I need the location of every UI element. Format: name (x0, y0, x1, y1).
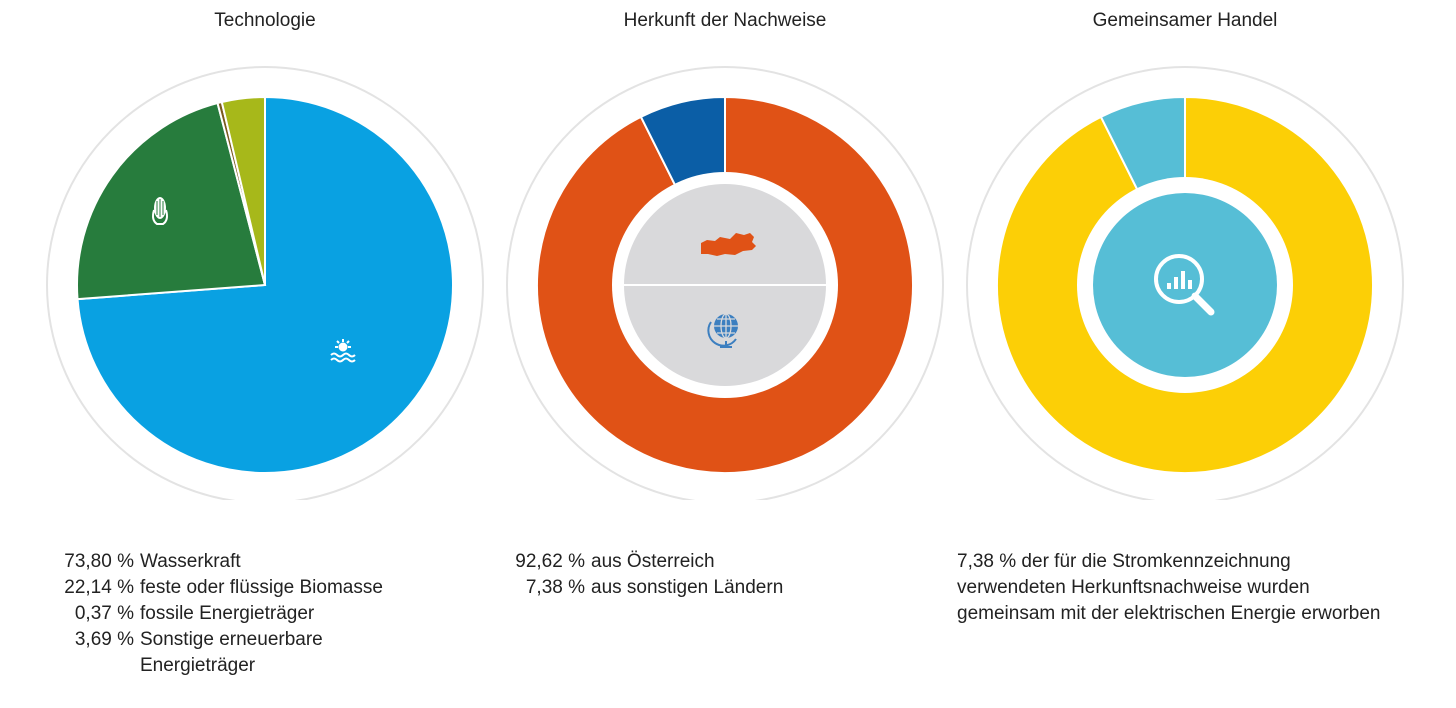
legend-label: feste oder flüssige Biomasse (140, 577, 383, 598)
technology-title: Technologie (214, 10, 316, 31)
technology-panel: Technologie 73,80 % Wasserkraft (30, 0, 500, 708)
legend-value: 73,80 % (64, 551, 134, 572)
legend-row-fossil: 0,37 % fossile Energieträger (52, 601, 440, 627)
legend-row-oesterreich: 92,62 % aus Österreich (505, 549, 783, 575)
origin-legend: 92,62 % aus Österreich 7,38 % aus sonsti… (505, 549, 783, 601)
hydro-icon (330, 339, 356, 363)
analytics-search-icon (1154, 254, 1215, 316)
legend-label: aus Österreich (591, 551, 715, 572)
legend-value: 3,69 % (74, 629, 134, 650)
legend-value: 7,38 % (525, 577, 585, 598)
origin-donut-chart (506, 66, 944, 500)
trade-title: Gemeinsamer Handel (1092, 10, 1278, 31)
legend-row-wasserkraft: 73,80 % Wasserkraft (52, 549, 440, 575)
legend-label: Wasserkraft (140, 551, 241, 572)
legend-value: 92,62 % (515, 551, 585, 572)
pie-slice-1 (76, 101, 267, 301)
legend-label: aus sonstigen Ländern (591, 577, 784, 598)
austria-map-icon (701, 233, 756, 256)
corn-icon (152, 197, 168, 225)
legend-value: 22,14 % (64, 577, 134, 598)
technology-legend: 73,80 % Wasserkraft 22,14 % feste oder f… (52, 549, 440, 679)
legend-row-biomasse: 22,14 % feste oder flüssige Biomasse (52, 575, 440, 601)
trade-description: 7,38 % der für die Stromkennzeichnung ve… (957, 551, 1381, 624)
legend-row-sonstige-laender: 7,38 % aus sonstigen Ländern (505, 575, 783, 601)
legend-value: 0,37 % (74, 603, 134, 624)
trade-donut-chart (966, 66, 1404, 500)
legend-label: fossile Energieträger (140, 603, 315, 624)
origin-panel: Herkunft der Nachweise 92,62 % aus Öster… (490, 0, 960, 708)
globe-icon (707, 313, 738, 348)
pie-slice-3 (220, 95, 266, 286)
trade-panel: Gemeinsamer Handel 7,38 % der für die St… (950, 0, 1420, 708)
origin-title: Herkunft der Nachweise (623, 10, 827, 31)
legend-label: Sonstige erneuerbare Energieträger (140, 629, 323, 676)
legend-row-sonstige: 3,69 % Sonstige erneuerbare Energieträge… (52, 627, 440, 679)
technology-pie-chart (46, 66, 484, 500)
